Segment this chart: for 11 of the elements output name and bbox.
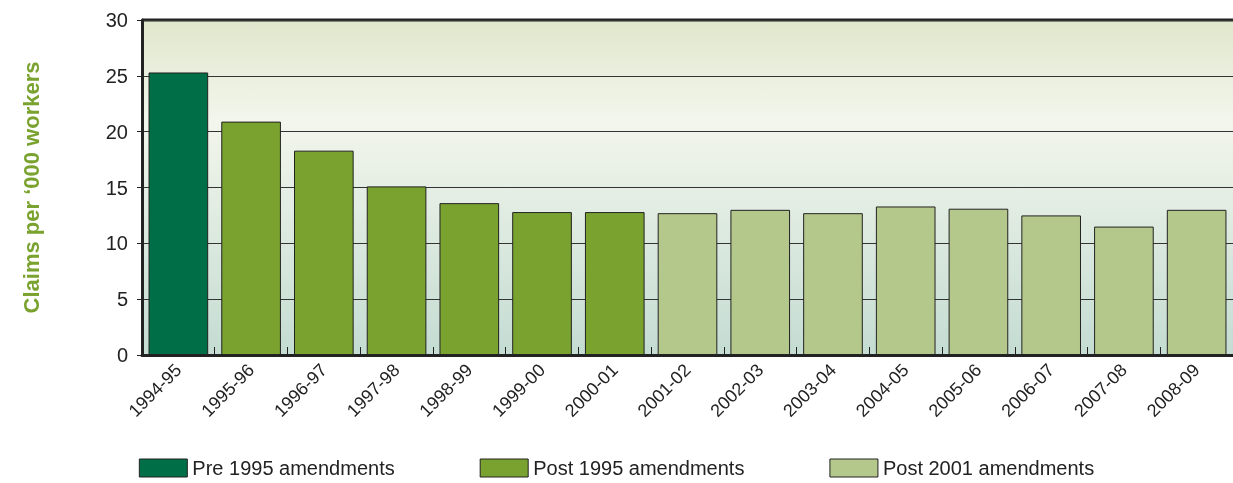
y-tick-label: 25 — [105, 64, 128, 87]
legend-label: Pre 1995 amendments — [192, 457, 395, 479]
y-tick-label: 0 — [116, 344, 128, 366]
legend-label: Post 1995 amendments — [533, 457, 745, 479]
y-tick-label: 10 — [105, 232, 128, 255]
y-tick-label: 15 — [105, 176, 128, 199]
legend-label: Post 2001 amendments — [882, 457, 1095, 479]
y-tick-label: 30 — [105, 9, 128, 31]
y-tick-label: 20 — [105, 120, 128, 143]
y-tick-label: 5 — [116, 288, 128, 311]
y-axis-title: Claims per ‘000 workers — [18, 61, 44, 314]
